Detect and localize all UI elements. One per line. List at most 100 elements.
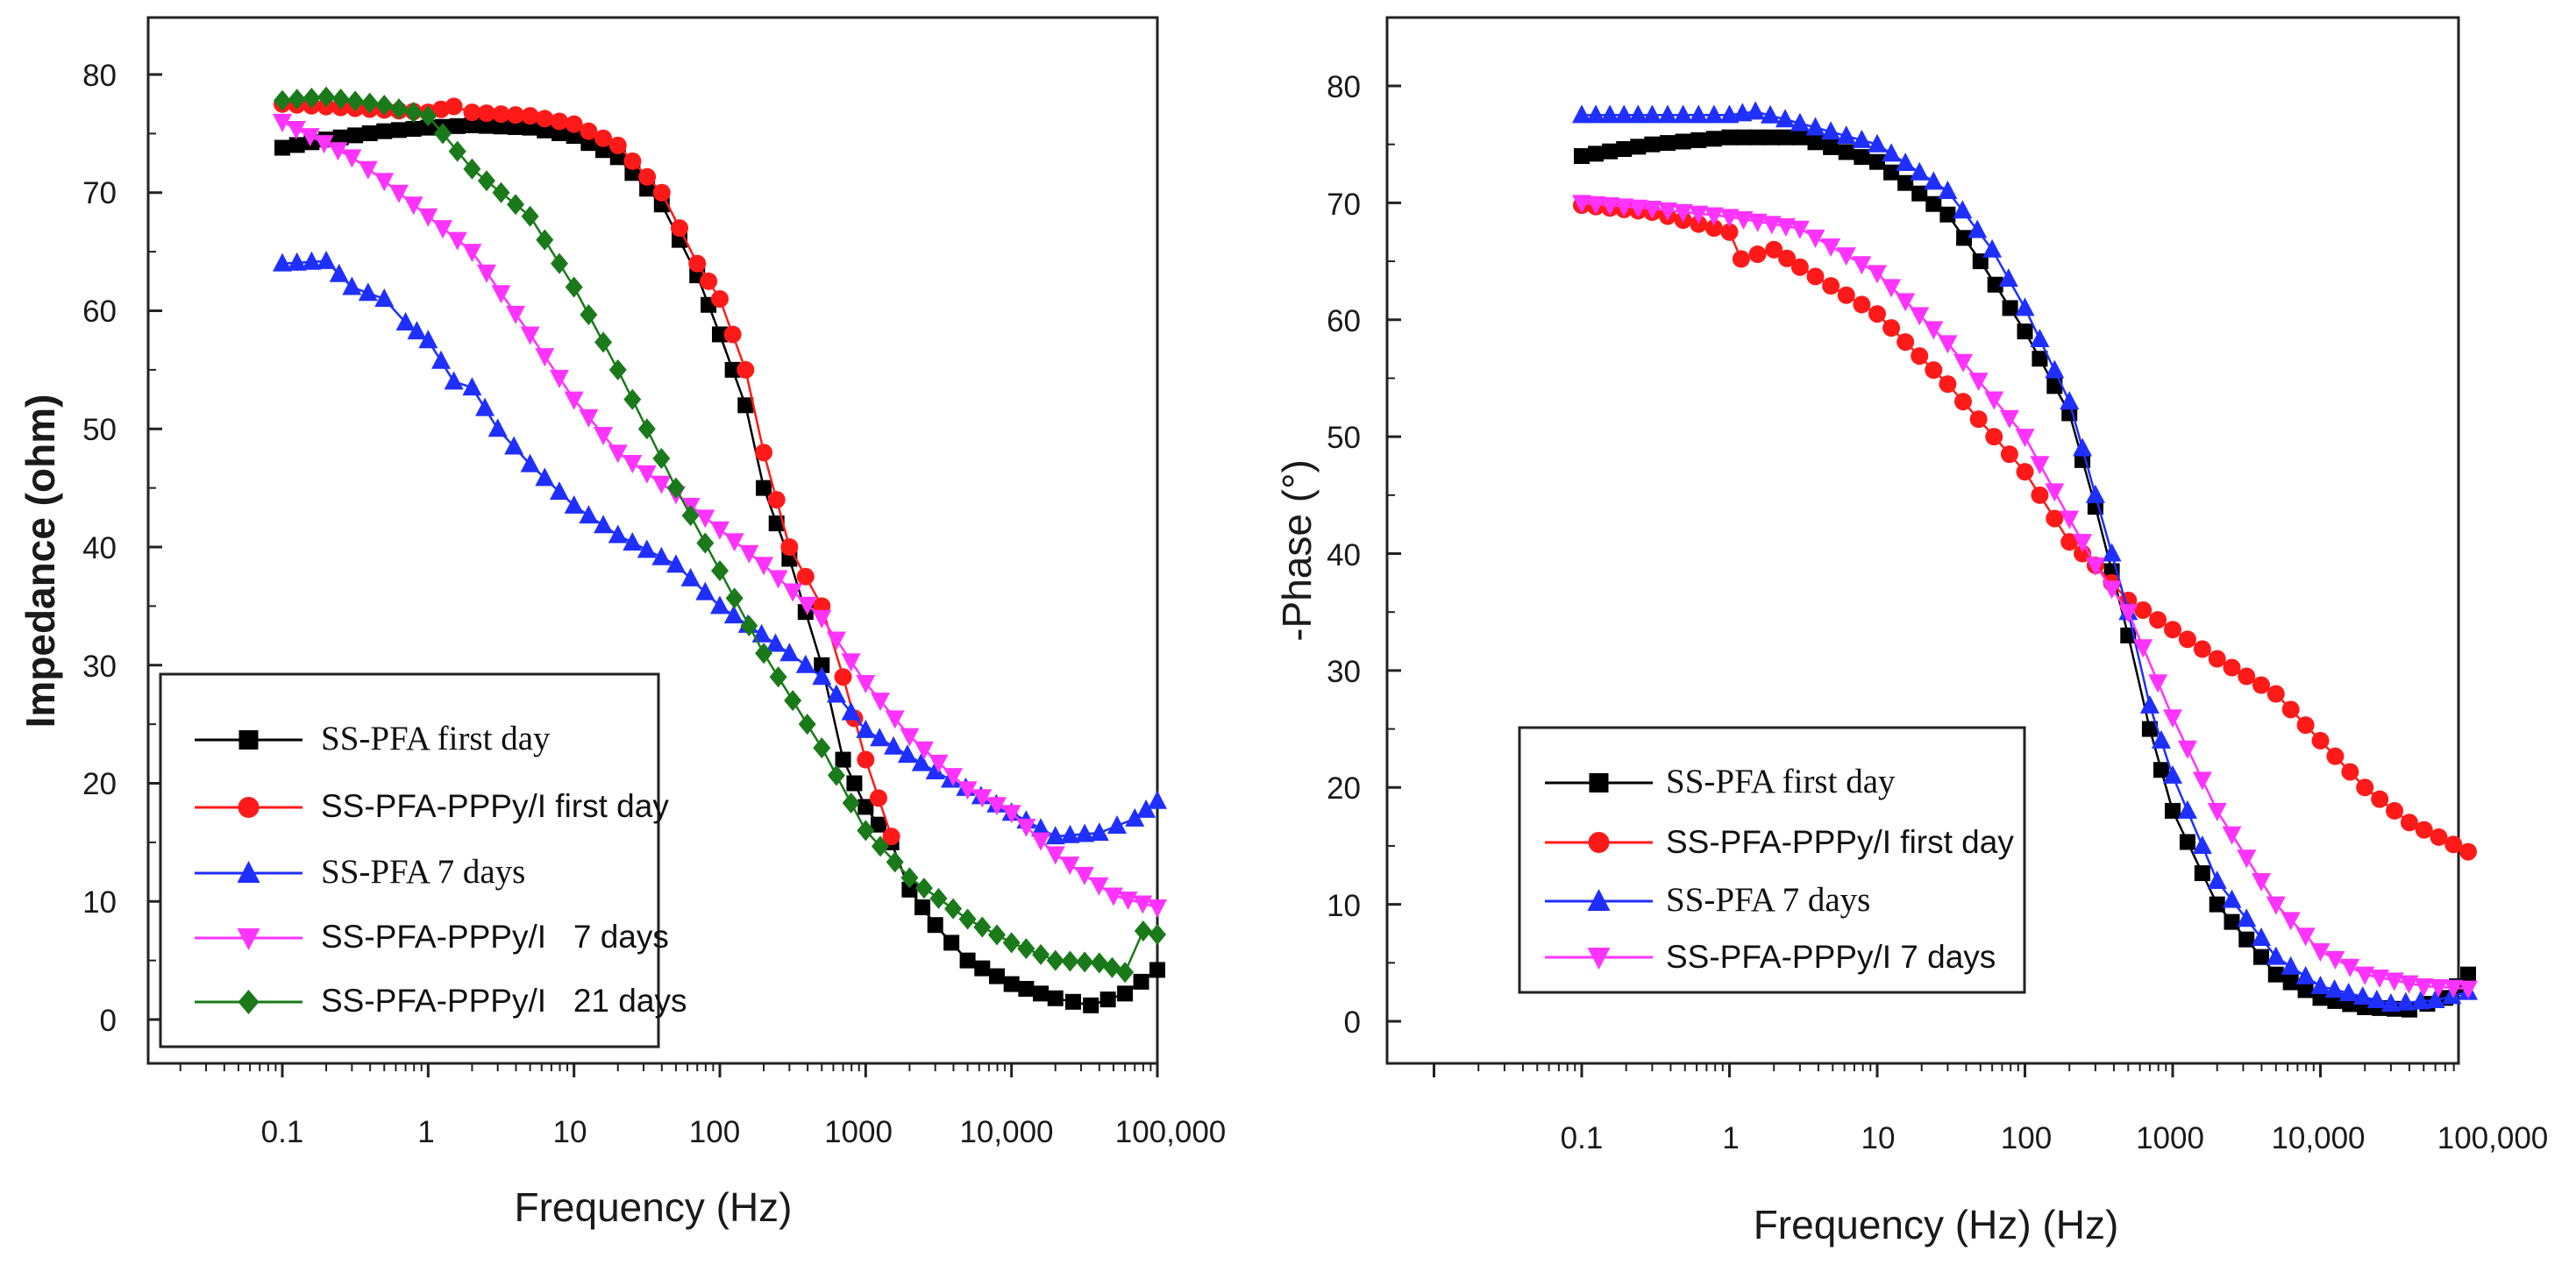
phase-data-point [1616, 141, 1633, 158]
impedance-ytick-label: 20 [82, 767, 117, 801]
impedance-data-point [929, 754, 949, 773]
phase-data-point [1761, 216, 1782, 235]
phase-data-point [1836, 247, 1856, 267]
impedance-data-point [739, 544, 759, 564]
phase-data-point [2149, 611, 2167, 629]
impedance-data-point [404, 102, 423, 124]
phase-data-point [1969, 410, 1988, 429]
impedance-data-point [957, 781, 978, 800]
impedance-legend-marker [237, 928, 260, 950]
phase-data-point [1721, 129, 1738, 146]
impedance-data-point [608, 136, 627, 154]
impedance-data-point [405, 120, 422, 137]
impedance-data-point [767, 491, 786, 509]
phase-data-point [1823, 139, 1839, 155]
impedance-y-axis-title: Impedance (ohm) [18, 394, 63, 728]
phase-data-point [1614, 104, 1634, 124]
phase-data-point [2224, 913, 2240, 930]
impedance-data-point [594, 331, 613, 353]
impedance-data-point [765, 633, 786, 652]
impedance-legend-label: SS-PFA 7 days [321, 853, 525, 891]
phase-data-point [2102, 543, 2122, 562]
phase-data-point [2060, 391, 2080, 410]
phase-data-point [2207, 802, 2227, 821]
phase-data-point [1733, 211, 1754, 231]
impedance-data-point [665, 554, 686, 573]
phase-data-point [1953, 200, 1973, 219]
impedance-data-point [535, 348, 555, 367]
impedance-data-point [959, 952, 976, 969]
impedance-xtick-label: 1 [417, 1115, 434, 1149]
impedance-data-point [780, 538, 799, 556]
phase-data-point [2222, 889, 2242, 908]
impedance-data-point [314, 135, 334, 154]
impedance-data-point [846, 775, 863, 792]
phase-data-point [1968, 219, 1988, 238]
phase-data-point [1658, 104, 1678, 124]
impedance-data-point [477, 104, 495, 123]
impedance-data-point [463, 158, 481, 180]
phase-data-point [1778, 249, 1797, 267]
phase-data-point [2148, 674, 2168, 693]
phase-data-point [2253, 949, 2270, 965]
phase-data-point [1924, 171, 1944, 190]
impedance-data-point [623, 388, 642, 410]
impedance-data-point [1064, 993, 1081, 1010]
phase-data-point [2395, 991, 2416, 1011]
impedance-data-point [1107, 815, 1128, 835]
impedance-data-point [1031, 832, 1051, 851]
impedance-data-point [797, 596, 817, 615]
impedance-data-point [477, 170, 495, 192]
phase-xtick-label: 10,000 [2271, 1121, 2365, 1155]
phase-data-point [1882, 319, 1901, 338]
phase-data-point [2060, 533, 2079, 551]
phase-data-point [2459, 980, 2478, 999]
phase-data-point [1765, 240, 1783, 259]
impedance-data-point [754, 557, 774, 576]
impedance-data-point [418, 330, 438, 349]
phase-data-point [2153, 762, 2169, 778]
impedance-data-point [1018, 980, 1035, 997]
impedance-data-point [300, 128, 320, 147]
phase-chart: 0 10 20 30 40 50 60 70 80 0.1 1 10 100 1… [1274, 16, 2548, 1247]
impedance-data-point [827, 764, 845, 786]
impedance-data-point [857, 750, 875, 769]
phase-data-point [2073, 437, 2093, 457]
impedance-data-point [723, 325, 742, 344]
impedance-data-point [1076, 951, 1094, 973]
phase-ytick-label: 80 [1327, 70, 1361, 104]
impedance-data-point [712, 326, 728, 343]
phase-data-point [1642, 201, 1662, 220]
phase-data-point [2459, 842, 2477, 861]
impedance-data-point [1148, 899, 1167, 918]
impedance-legend-marker [237, 861, 260, 883]
phase-data-point [1821, 238, 1841, 257]
phase-data-point [1869, 153, 1885, 170]
impedance-series-group [273, 86, 1167, 1013]
phase-data-point [2030, 456, 2050, 475]
impedance-data-point [973, 916, 992, 938]
phase-data-point [1968, 373, 1989, 392]
phase-data-point [1896, 293, 1916, 312]
phase-data-point [2252, 676, 2271, 694]
phase-data-point [1925, 361, 1943, 380]
phase-legend-label: SS-PFA-PPPy/I 7 days [1666, 939, 1996, 975]
impedance-data-point [914, 899, 931, 915]
impedance-data-point [1148, 790, 1167, 809]
phase-data-point [1925, 195, 1942, 212]
phase-data-point [2415, 821, 2433, 839]
impedance-data-point [329, 263, 349, 282]
impedance-data-point [492, 105, 510, 124]
impedance-data-point [564, 494, 584, 514]
phase-data-point [1748, 245, 1767, 264]
impedance-data-point [882, 828, 900, 846]
impedance-data-point [520, 326, 540, 345]
impedance-data-point [580, 122, 598, 140]
impedance-ytick-label: 80 [82, 59, 117, 93]
phase-data-point [2281, 912, 2301, 931]
phase-data-point [1956, 230, 1973, 246]
impedance-data-point [1125, 807, 1145, 827]
phase-data-point [2085, 557, 2105, 576]
impedance-data-point [688, 254, 707, 273]
phase-data-point [1749, 129, 1766, 146]
